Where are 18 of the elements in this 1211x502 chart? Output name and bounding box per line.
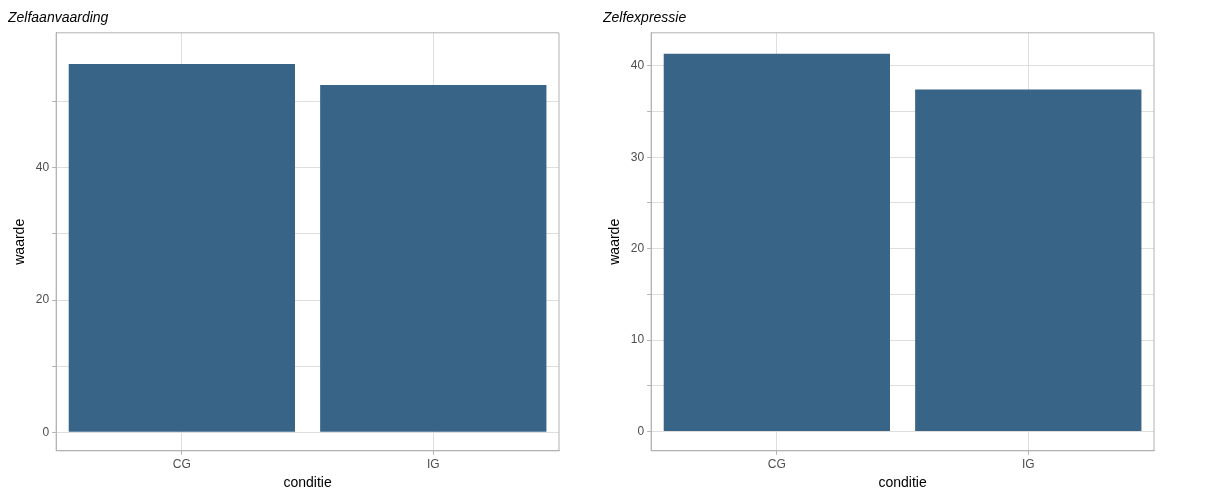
y-axis-title: waarde bbox=[11, 218, 28, 266]
x-axis-title: conditie bbox=[878, 474, 927, 491]
x-tick-label: CG bbox=[172, 457, 191, 472]
y-axis-title: waarde bbox=[606, 218, 623, 266]
x-tick-label: CG bbox=[767, 457, 786, 472]
y-tick-label: 40 bbox=[35, 160, 50, 175]
x-tick-label: IG bbox=[1021, 457, 1035, 472]
y-tick-label: 30 bbox=[630, 149, 645, 164]
y-tick-label: 40 bbox=[630, 58, 645, 73]
y-tick-label: 0 bbox=[42, 424, 50, 439]
chart-title: Zelfaanvaarding bbox=[7, 9, 109, 26]
x-tick-label: IG bbox=[426, 457, 440, 472]
y-tick-label: 10 bbox=[630, 332, 645, 347]
y-tick-label: 20 bbox=[35, 292, 50, 307]
y-tick-label: 0 bbox=[637, 423, 645, 438]
y-tick-label: 20 bbox=[630, 240, 645, 255]
x-axis-title: conditie bbox=[283, 474, 332, 491]
chart-title: Zelfexpressie bbox=[602, 9, 687, 26]
